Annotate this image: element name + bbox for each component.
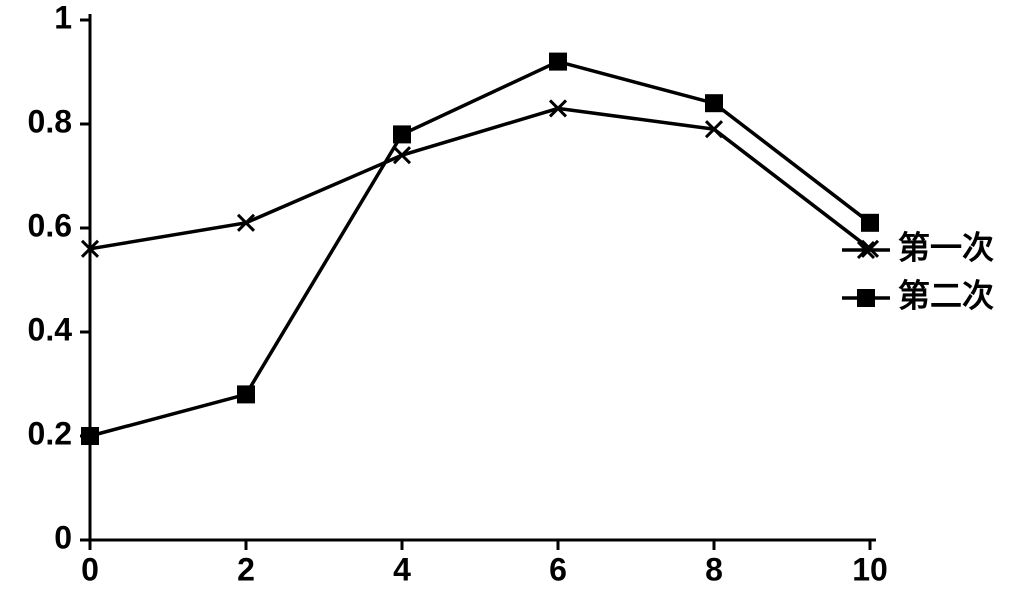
- y-tick-label: 0.4: [28, 311, 73, 347]
- x-tick-label: 0: [81, 551, 99, 587]
- y-tick-label: 0.8: [28, 103, 72, 139]
- x-tick-label: 10: [852, 551, 888, 587]
- legend-label: 第二次: [898, 277, 994, 313]
- x-tick-label: 4: [393, 551, 411, 587]
- y-tick-label: 0.6: [28, 207, 72, 243]
- line-chart: 00.20.40.60.810246810第一次第二次: [0, 0, 1033, 600]
- y-tick-label: 0.2: [28, 415, 72, 451]
- x-tick-label: 8: [705, 551, 723, 587]
- y-tick-label: 1: [54, 0, 72, 35]
- x-tick-label: 6: [549, 551, 567, 587]
- x-tick-label: 2: [237, 551, 255, 587]
- y-tick-label: 0: [54, 519, 72, 555]
- legend-label: 第一次: [898, 229, 994, 265]
